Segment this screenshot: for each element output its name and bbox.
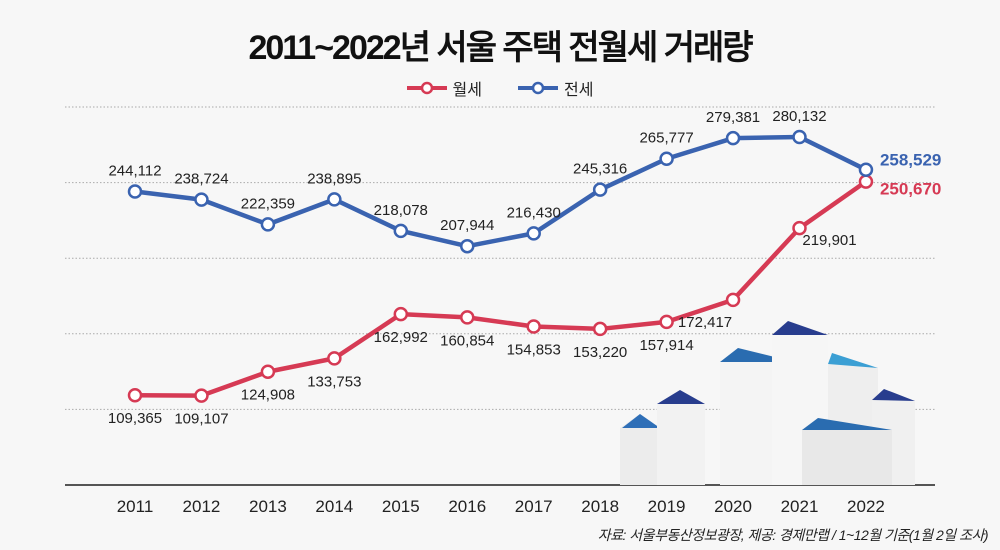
data-label-jeonse: 216,430 (507, 204, 561, 221)
data-label-jeonse: 238,724 (174, 171, 228, 188)
x-tick-label: 2015 (382, 497, 420, 516)
data-point-wolse (659, 314, 674, 330)
x-tick-label: 2021 (781, 497, 819, 516)
x-tick-label: 2012 (183, 497, 221, 516)
data-label-wolse: 219,901 (802, 232, 856, 249)
data-point-wolse (526, 319, 541, 334)
data-point-wolse (260, 364, 276, 379)
data-point-wolse (194, 388, 209, 403)
legend-marker-wolse (406, 81, 447, 95)
data-label-wolse: 157,914 (639, 337, 693, 354)
data-label-jeonse: 280,132 (772, 108, 826, 125)
data-label-jeonse: 222,359 (241, 195, 295, 212)
legend-item-wolse: 월세 (406, 76, 482, 100)
source-note: 자료: 서울부동산정보광장, 제공: 경제만랩 / 1~12월 기준(1월 2일… (597, 527, 989, 543)
x-tick-label: 2016 (448, 497, 486, 516)
data-point-jeonse (858, 162, 874, 177)
data-point-jeonse (460, 238, 475, 254)
data-point-jeonse (127, 184, 143, 199)
x-tick-label: 2019 (648, 497, 686, 516)
data-label-jeonse: 207,944 (440, 217, 494, 234)
data-point-jeonse (659, 151, 674, 166)
legend: 월세 전세 (0, 76, 1000, 100)
data-label-wolse: 160,854 (440, 332, 494, 349)
data-label-jeonse: 244,112 (108, 163, 161, 180)
data-label-wolse: 154,853 (507, 341, 561, 358)
data-label-wolse: 133,753 (307, 373, 361, 390)
data-point-wolse (393, 306, 409, 322)
data-label-jeonse: 258,529 (880, 151, 941, 170)
x-tick-label: 2018 (581, 497, 619, 516)
data-label-jeonse: 245,316 (573, 161, 627, 178)
legend-marker-jeonse (518, 81, 558, 95)
series-line-wolse (134, 179, 868, 398)
data-point-wolse (592, 321, 608, 337)
series-line-jeonse (134, 134, 867, 249)
data-label-wolse: 109,107 (174, 411, 228, 428)
data-label-jeonse: 265,777 (639, 130, 693, 147)
data-label-wolse: 153,220 (573, 344, 627, 361)
x-tick-label: 2022 (847, 497, 885, 516)
data-point-jeonse (792, 129, 807, 145)
data-point-jeonse (592, 182, 608, 197)
data-point-wolse (460, 310, 475, 325)
data-point-jeonse (194, 192, 209, 207)
data-point-jeonse (260, 217, 276, 232)
data-label-wolse: 172,417 (678, 314, 732, 331)
data-point-wolse (327, 351, 342, 366)
x-tick-label: 2020 (714, 497, 752, 516)
data-label-jeonse: 238,895 (307, 170, 361, 187)
data-label-wolse: 109,365 (108, 410, 162, 427)
data-label-wolse: 250,670 (880, 180, 941, 199)
legend-label-jeonse: 전세 (564, 82, 594, 99)
data-point-wolse (858, 174, 874, 189)
data-point-wolse (792, 220, 807, 236)
data-point-wolse (725, 292, 741, 308)
data-point-wolse (127, 387, 143, 403)
data-point-jeonse (526, 226, 541, 241)
chart-title: 2011~2022년 서울 주택 전월세 거래량 (248, 29, 753, 67)
legend-item-jeonse: 전세 (518, 76, 593, 100)
data-point-jeonse (327, 192, 342, 207)
data-label-wolse: 124,908 (241, 387, 295, 404)
x-tick-label: 2013 (249, 497, 287, 516)
x-tick-label: 2011 (117, 497, 154, 516)
data-label-jeonse: 218,078 (374, 202, 428, 219)
data-point-jeonse (393, 223, 409, 239)
x-tick-label: 2014 (315, 497, 353, 516)
legend-label-wolse: 월세 (452, 82, 482, 99)
x-tick-label: 2017 (515, 497, 553, 516)
data-point-jeonse (725, 130, 741, 146)
data-label-jeonse: 279,381 (706, 109, 760, 126)
data-label-wolse: 162,992 (374, 329, 428, 346)
apartment-buildings-illustration (620, 321, 915, 485)
